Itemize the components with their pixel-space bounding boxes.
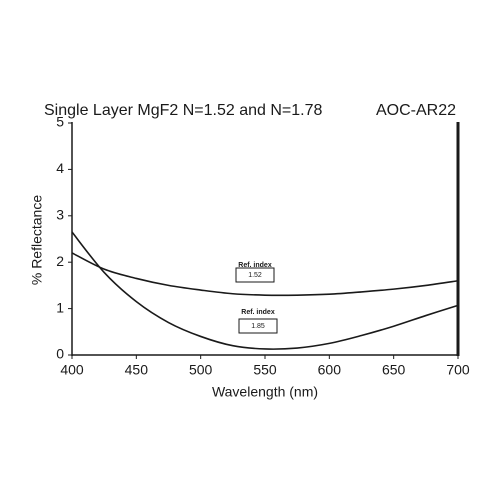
legend-box [235,267,275,283]
x-tick-label: 400 [60,362,84,378]
y-tick-label: 2 [56,253,64,269]
x-tick-label: 450 [125,362,149,378]
series-line [71,231,459,350]
x-tick-label: 650 [382,362,406,378]
y-tick-label: 0 [56,346,64,362]
annotation: Ref. index [238,262,272,269]
chart-subtitle: AOC-AR22 [376,102,456,119]
x-axis-label: Wavelength (nm) [212,384,318,400]
y-tick-label: 4 [56,160,64,176]
legend-box [238,318,278,334]
legend-label: 1.52 [248,272,262,279]
chart-title: Single Layer MgF2 N=1.52 and N=1.78 [44,102,323,119]
series-line [71,252,459,297]
y-tick-label: 5 [56,114,64,130]
x-tick-label: 600 [318,362,342,378]
y-tick-label: 3 [56,207,64,223]
x-tick-label: 700 [446,362,470,378]
x-tick-label: 550 [253,362,277,378]
x-tick-label: 500 [189,362,213,378]
legend-label: 1.85 [251,323,265,330]
annotation: Ref. index [241,309,275,316]
y-tick-label: 1 [56,299,64,315]
y-axis-label: % Reflectance [29,195,45,285]
